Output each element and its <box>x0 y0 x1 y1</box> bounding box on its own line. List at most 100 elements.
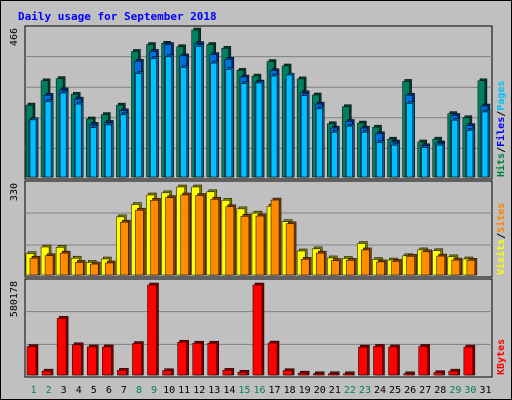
legend-text: Hits/Files/Pages <box>495 81 507 177</box>
x-tick-label: 10 <box>163 385 175 396</box>
pages-bar <box>44 101 52 178</box>
pages-bar <box>59 92 67 178</box>
y-max-label: 580178 <box>9 281 20 317</box>
kbytes-bar <box>388 346 398 376</box>
y-max-label: 466 <box>9 28 20 46</box>
sites-bar <box>180 194 189 276</box>
kbytes-bar <box>418 346 428 376</box>
sites-bar <box>315 252 325 276</box>
kbytes-bar <box>207 342 218 376</box>
chart-title: Daily usage for September 2018 <box>18 10 217 23</box>
pages-bar <box>240 83 248 178</box>
legend-item: Files <box>495 117 507 147</box>
sites-bar <box>29 257 39 276</box>
pages-bar <box>481 111 489 178</box>
kbytes-bar <box>102 346 112 376</box>
x-tick-label: 3 <box>61 385 67 396</box>
sites-bar <box>361 249 370 276</box>
x-tick-label: 28 <box>434 385 446 396</box>
x-tick-label: 19 <box>299 385 311 396</box>
legend-item: / <box>496 233 507 239</box>
x-tick-label: 7 <box>121 385 127 396</box>
pages-bar <box>331 131 338 178</box>
x-tick-label: 23 <box>359 385 371 396</box>
pages-bar <box>195 46 202 178</box>
kbytes-bar <box>343 373 353 376</box>
x-tick-label: 6 <box>106 385 112 396</box>
kbytes-bar <box>162 370 172 376</box>
kbytes-bar <box>56 318 67 376</box>
pages-bar <box>135 73 142 178</box>
pages-bar <box>285 74 293 178</box>
kbytes-bar <box>222 370 233 376</box>
sites-bar <box>195 195 204 276</box>
x-tick-label: 12 <box>193 385 205 396</box>
legend-item: Sites <box>495 203 507 233</box>
x-tick-label: 16 <box>253 385 265 396</box>
sites-bar <box>391 261 400 276</box>
sites-bar <box>59 252 69 276</box>
pages-bar <box>120 114 127 178</box>
pages-bar <box>255 82 263 178</box>
sites-bar <box>285 223 295 276</box>
pages-bar <box>270 75 278 178</box>
kbytes-bar <box>373 346 383 376</box>
kbytes-bar <box>71 344 82 376</box>
pages-bar <box>436 144 443 178</box>
pages-bar <box>210 62 218 178</box>
kbytes-bar <box>192 342 202 376</box>
x-tick-label: 8 <box>136 385 142 396</box>
kbytes-bar <box>87 346 97 376</box>
pages-bar <box>421 147 428 178</box>
kbytes-bar <box>117 370 127 376</box>
x-tick-label: 21 <box>329 385 341 396</box>
sites-bar <box>406 256 415 276</box>
x-tick-label: 4 <box>76 385 82 396</box>
sites-bar <box>225 206 235 276</box>
y-max-label: 330 <box>9 183 20 201</box>
sites-bar <box>240 216 250 276</box>
pages-bar <box>346 125 353 178</box>
kbytes-bar <box>26 346 37 376</box>
sites-bar <box>466 260 476 276</box>
pages-bar <box>90 127 97 178</box>
legend-item: / <box>496 147 507 153</box>
pages-bar <box>165 56 172 178</box>
x-tick-label: 24 <box>374 385 386 396</box>
kbytes-bar <box>177 342 187 376</box>
x-tick-label: 15 <box>238 385 250 396</box>
kbytes-bar <box>448 370 459 376</box>
x-tick-label: 17 <box>269 385 281 396</box>
kbytes-bar <box>132 343 142 376</box>
pages-bar <box>315 108 323 178</box>
legend-item: Pages <box>496 81 507 111</box>
kbytes-bar <box>147 284 157 376</box>
legend-text: KBytes <box>496 339 507 375</box>
sites-bar <box>74 262 84 276</box>
pages-bar <box>361 131 368 178</box>
pages-bar <box>376 142 383 178</box>
pages-bar <box>300 95 308 178</box>
x-tick-label: 29 <box>449 385 461 396</box>
kbytes-bar <box>41 370 52 376</box>
x-tick-label: 27 <box>419 385 431 396</box>
x-tick-label: 5 <box>91 385 97 396</box>
x-tick-label: 1 <box>31 385 37 396</box>
pages-bar <box>74 103 82 178</box>
sites-bar <box>255 215 265 276</box>
legend-item: KBytes <box>496 339 507 375</box>
x-tick-label: 11 <box>178 385 190 396</box>
pages-bar <box>29 119 37 178</box>
kbytes-bar <box>358 346 368 376</box>
legend-item: Hits <box>495 153 507 177</box>
sites-bar <box>421 251 430 276</box>
sites-bar <box>331 260 340 276</box>
legend-item: Visits <box>495 239 507 275</box>
x-tick-label: 9 <box>151 385 157 396</box>
pages-bar <box>105 124 112 178</box>
pages-bar <box>466 130 474 178</box>
sites-bar <box>165 197 174 276</box>
legend-text: Visits/Sites <box>495 203 507 275</box>
x-tick-label: 30 <box>464 385 476 396</box>
